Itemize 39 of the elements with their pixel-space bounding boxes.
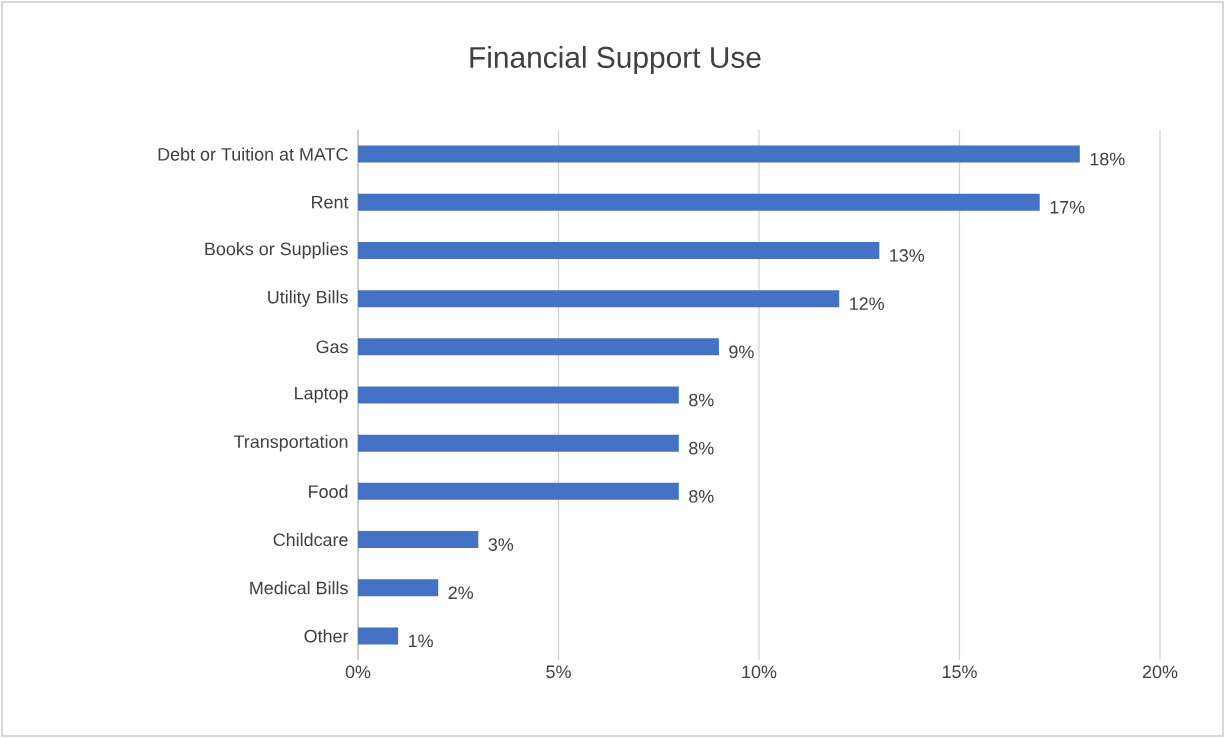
bar: [358, 193, 1040, 211]
y-tick-label: Medical Bills: [250, 581, 348, 595]
bar: [358, 338, 719, 356]
y-tick-label: Gas: [316, 340, 348, 354]
y-tick-label: Childcare: [273, 532, 348, 547]
chart-title: Financial Support Use: [470, 46, 761, 74]
data-label: 8%: [689, 490, 714, 503]
data-label: 8%: [689, 441, 714, 455]
y-tick-label: Food: [309, 484, 348, 498]
y-tick-label: Other: [304, 629, 349, 643]
x-tick-label: 5%: [546, 665, 571, 679]
data-label: 12%: [850, 297, 884, 310]
data-label: 17%: [1050, 200, 1085, 214]
bar: [358, 241, 880, 259]
bar: [358, 482, 679, 500]
data-label: 9%: [729, 345, 754, 359]
bar: [358, 386, 679, 404]
data-label: 13%: [890, 249, 925, 262]
bar: [358, 145, 1080, 163]
x-tick-label: 0%: [345, 665, 371, 679]
bar: [358, 290, 840, 308]
bar: [358, 434, 679, 452]
y-tick-label: Rent: [312, 196, 349, 209]
x-tick-label: 10%: [742, 665, 777, 679]
x-tick-label: 20%: [1142, 665, 1178, 679]
data-label: 8%: [689, 393, 714, 407]
data-label: 1%: [408, 634, 433, 648]
data-label: 2%: [448, 586, 474, 600]
y-tick-label: Books or Supplies: [205, 242, 348, 259]
bar: [358, 579, 439, 597]
bar: [358, 531, 479, 549]
data-label: 3%: [488, 538, 514, 551]
y-tick-label: Debt or Tuition at MATC: [158, 147, 348, 161]
x-tick-label: 15%: [942, 665, 977, 679]
y-tick-label: Transportation: [233, 434, 348, 452]
y-tick-label: Laptop: [295, 386, 348, 404]
y-tick-label: Utility Bills: [268, 290, 348, 307]
bar: [358, 627, 399, 645]
data-label: 18%: [1090, 152, 1125, 166]
